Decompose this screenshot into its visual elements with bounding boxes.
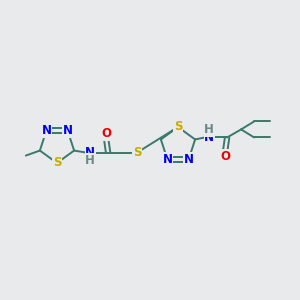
Text: N: N (162, 153, 172, 166)
Text: N: N (85, 146, 95, 159)
Text: N: N (41, 124, 51, 137)
Text: S: S (174, 121, 182, 134)
Text: S: S (133, 146, 141, 159)
Text: S: S (53, 157, 61, 169)
Text: N: N (184, 153, 194, 166)
Text: H: H (204, 123, 214, 136)
Text: H: H (85, 154, 95, 167)
Text: O: O (101, 127, 111, 140)
Text: N: N (63, 124, 73, 137)
Text: N: N (204, 131, 214, 144)
Text: O: O (220, 150, 230, 163)
